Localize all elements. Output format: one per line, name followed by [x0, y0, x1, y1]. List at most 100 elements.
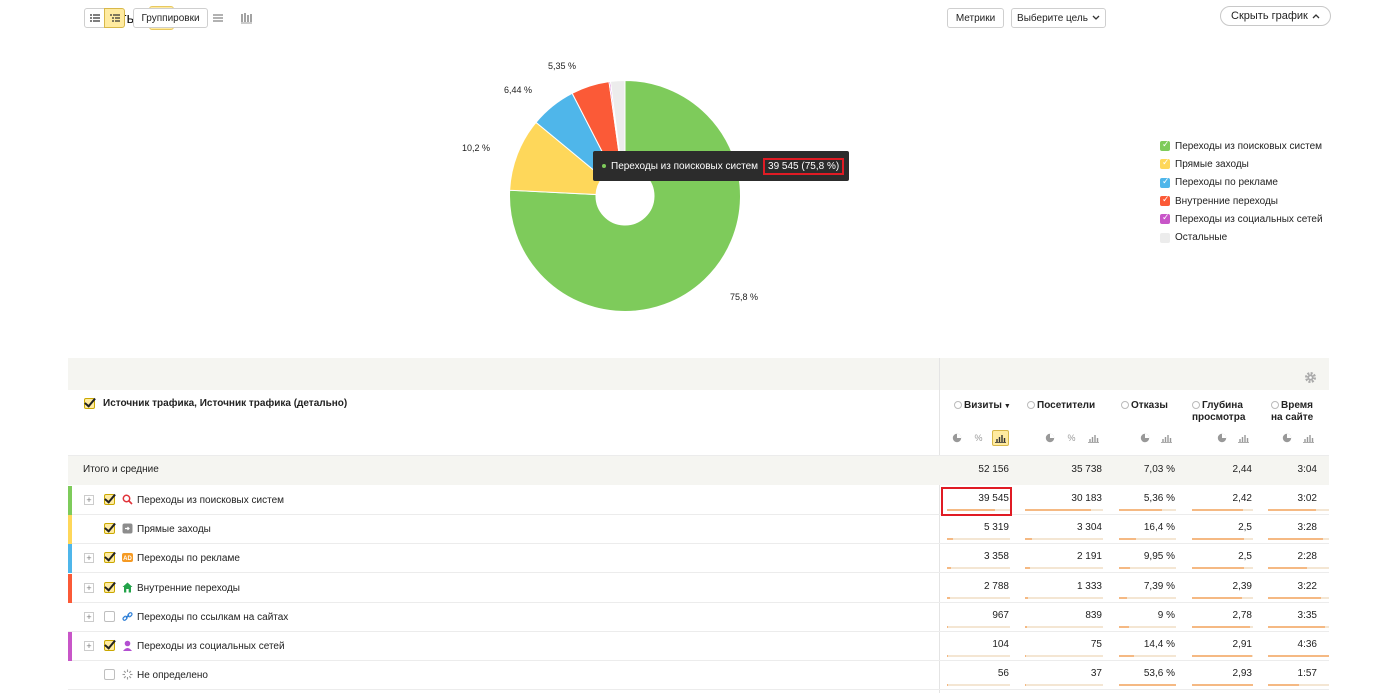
- cell-bar-fill: [1192, 509, 1243, 511]
- table-row[interactable]: [68, 486, 1329, 515]
- cell-bar-fill: [1119, 596, 1127, 599]
- pie-chart[interactable]: [0, 0, 1400, 345]
- column-pie-button[interactable]: [1041, 430, 1058, 446]
- column-header[interactable]: Время на сайте: [1271, 400, 1313, 424]
- legend-item[interactable]: ✓ Переходы по рекламе: [1160, 174, 1323, 192]
- bar-chart-icon: [1088, 434, 1099, 443]
- cell-bar-track: [1119, 596, 1176, 599]
- row-checkbox[interactable]: [104, 640, 115, 651]
- row-name[interactable]: Прямые заходы: [137, 524, 211, 536]
- cell-bar-fill: [947, 596, 950, 599]
- column-percent-button[interactable]: %: [970, 430, 987, 446]
- legend-item[interactable]: Остальные: [1160, 228, 1323, 246]
- cell-bar-fill: [947, 684, 948, 687]
- row-checkbox[interactable]: [104, 581, 115, 593]
- column-pie-button[interactable]: [1213, 430, 1230, 446]
- column-header[interactable]: Отказы: [1121, 400, 1168, 412]
- expand-button[interactable]: +: [84, 641, 94, 651]
- row-name[interactable]: Переходы по рекламе: [137, 553, 240, 565]
- tree-icon: [109, 14, 120, 22]
- cell-value: 5 319: [983, 522, 1009, 534]
- column-radio[interactable]: [1027, 401, 1035, 409]
- table-row[interactable]: [68, 515, 1329, 545]
- hide-chart-label: Скрыть график: [1231, 10, 1308, 22]
- pie-chart-icon: [1045, 433, 1054, 443]
- row-checkbox[interactable]: [104, 523, 115, 535]
- legend-checkbox[interactable]: ✓: [1160, 176, 1170, 188]
- expand-button[interactable]: +: [84, 553, 94, 564]
- column-header[interactable]: Визиты ▼: [954, 400, 1011, 413]
- legend-item[interactable]: ✓ Переходы из социальных сетей: [1160, 210, 1323, 228]
- pie-chart-icon: [952, 433, 961, 443]
- expand-button[interactable]: +: [84, 495, 94, 505]
- cell-bar-track: [1025, 509, 1103, 511]
- total-value: 3:04: [1297, 464, 1317, 475]
- table-row[interactable]: [68, 603, 1329, 632]
- gear-icon[interactable]: [1304, 371, 1317, 384]
- table-row[interactable]: [68, 632, 1329, 661]
- column-pie-button[interactable]: [1278, 430, 1295, 446]
- legend-label: Переходы по рекламе: [1175, 177, 1278, 189]
- row-checkbox[interactable]: [104, 552, 115, 564]
- legend-checkbox[interactable]: ✓: [1160, 157, 1170, 170]
- cell-value: 56: [997, 668, 1009, 680]
- column-bar-button[interactable]: [1235, 430, 1252, 446]
- column-radio[interactable]: [1192, 401, 1200, 409]
- cell-bar-track: [1192, 625, 1253, 628]
- row-name[interactable]: Не определено: [137, 670, 208, 682]
- hide-chart-button[interactable]: Скрыть график: [1220, 6, 1331, 26]
- column-bar-button[interactable]: [1300, 430, 1317, 446]
- metrics-button[interactable]: Метрики: [947, 8, 1004, 28]
- check-icon: ✓: [1162, 139, 1170, 150]
- tree-view-button[interactable]: [104, 8, 125, 28]
- cell-bar-track: [1025, 567, 1103, 570]
- column-header[interactable]: Посетители: [1027, 400, 1095, 412]
- cell-value: 2 788: [983, 580, 1009, 592]
- pie-chart-icon: [1217, 433, 1226, 443]
- table-row[interactable]: [68, 661, 1329, 691]
- column-bar-button[interactable]: [992, 430, 1009, 446]
- legend-checkbox[interactable]: ✓: [1160, 139, 1170, 152]
- column-radio[interactable]: [1271, 401, 1279, 409]
- column-bar-button[interactable]: [1085, 430, 1102, 446]
- table-row[interactable]: [68, 544, 1329, 574]
- row-name[interactable]: Переходы по ссылкам на сайтах: [137, 611, 289, 623]
- bar-view-button[interactable]: [233, 6, 258, 30]
- cell-bar-track: [1268, 684, 1329, 687]
- column-radio[interactable]: [1121, 401, 1129, 409]
- legend-checkbox[interactable]: ✓: [1160, 194, 1170, 207]
- legend-item[interactable]: ✓ Прямые заходы: [1160, 155, 1323, 173]
- column-header[interactable]: Глубина просмотра: [1192, 400, 1245, 424]
- row-name[interactable]: Внутренние переходы: [137, 582, 240, 594]
- goal-select[interactable]: Выберите цель: [1011, 8, 1106, 28]
- column-radio[interactable]: [954, 401, 962, 409]
- row-name[interactable]: Переходы из социальных сетей: [137, 641, 285, 652]
- row-checkbox[interactable]: [104, 669, 115, 681]
- table-toolbar: [68, 358, 1329, 390]
- pie-tooltip: Переходы из поисковых систем 39 545 (75,…: [593, 151, 850, 181]
- bar-chart-icon: [1238, 434, 1249, 443]
- row-name[interactable]: Переходы из поисковых систем: [137, 495, 285, 506]
- flat-list-view-button[interactable]: [84, 8, 105, 28]
- column-pie-button[interactable]: [948, 430, 965, 446]
- table-row[interactable]: [68, 573, 1329, 603]
- cell-value: 2,39: [1232, 580, 1252, 592]
- legend-item[interactable]: ✓ Внутренние переходы: [1160, 192, 1323, 210]
- groupings-button[interactable]: Группировки: [133, 8, 208, 28]
- row-checkbox[interactable]: [104, 494, 115, 505]
- legend-item[interactable]: ✓ Переходы из поисковых систем: [1160, 137, 1323, 155]
- totals-row: [68, 455, 1329, 485]
- column-percent-button[interactable]: %: [1063, 430, 1080, 446]
- expand-button[interactable]: +: [84, 611, 94, 622]
- expand-button[interactable]: +: [84, 582, 94, 593]
- area-view-button[interactable]: [205, 6, 230, 30]
- cell-value: 75: [1090, 639, 1102, 650]
- column-pie-button[interactable]: [1136, 430, 1153, 446]
- legend-checkbox[interactable]: [1160, 232, 1170, 243]
- column-bar-button[interactable]: [1158, 430, 1175, 446]
- row-checkbox[interactable]: [104, 610, 115, 622]
- select-all-checkbox[interactable]: [84, 398, 95, 409]
- cell-bar-fill: [1268, 538, 1323, 541]
- legend-checkbox[interactable]: ✓: [1160, 212, 1170, 225]
- cell-value: 9 %: [1157, 609, 1175, 621]
